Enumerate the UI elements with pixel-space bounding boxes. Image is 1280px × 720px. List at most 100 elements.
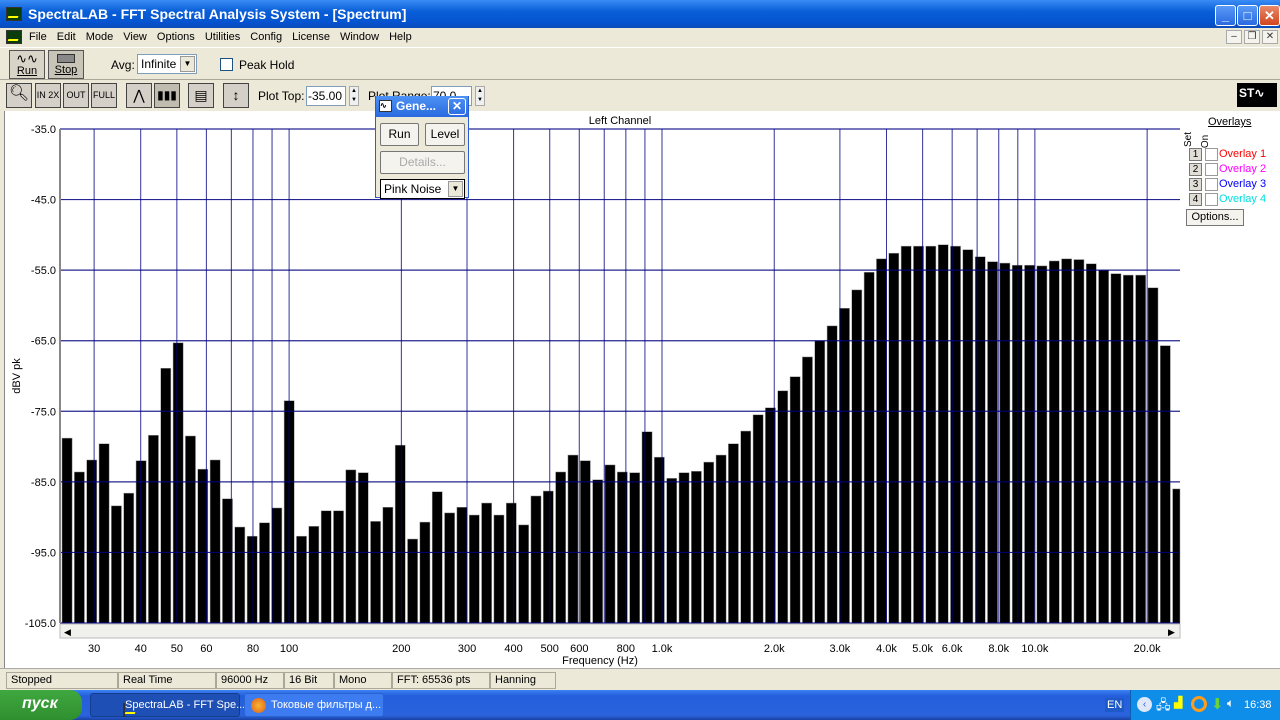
overlay-options-button[interactable]: Options...	[1186, 209, 1244, 226]
status-mode: Real Time	[118, 672, 216, 689]
x-tick-label: 800	[617, 643, 635, 655]
mdi-minimize-button[interactable]: –	[1226, 30, 1242, 44]
taskbar: пуск SpectraLAB - FFT Spe... Токовые фил…	[0, 690, 1280, 720]
overlay-set-button[interactable]: 4	[1189, 193, 1202, 206]
set-column-label: Set	[1183, 131, 1195, 148]
spectrum-bar	[740, 430, 752, 624]
spectrum-bar	[209, 459, 221, 624]
volume-icon[interactable]: 🔈︎	[1227, 696, 1235, 710]
generator-run-button[interactable]: Run	[380, 123, 419, 146]
display-settings-icon[interactable]: ▤	[188, 83, 214, 108]
spectrum-bar	[234, 526, 246, 624]
x-axis-label: Frequency (Hz)	[562, 655, 638, 667]
spectrum-bar	[1098, 269, 1109, 624]
spectrum-bar	[999, 262, 1011, 624]
generator-close-button[interactable]: ✕	[448, 98, 466, 115]
bar-plot-icon[interactable]: ▮▮▮	[154, 83, 180, 108]
zoom-in-2x-icon[interactable]: IN 2X	[35, 83, 61, 108]
spectrum-bar	[456, 507, 468, 624]
autoscale-icon[interactable]: ↕	[223, 83, 249, 108]
menu-utilities[interactable]: Utilities	[204, 31, 241, 43]
document-icon[interactable]	[6, 30, 22, 44]
spectrum-bar	[419, 521, 431, 624]
wireless-warning-icon[interactable]: ▟	[1174, 697, 1183, 709]
y-tick-label: -75.0	[31, 406, 56, 418]
menu-license[interactable]: License	[292, 31, 330, 43]
language-indicator[interactable]: EN	[1105, 698, 1125, 712]
spectrum-bar	[394, 444, 406, 624]
spectrum-bar	[518, 524, 529, 624]
spectrum-bar	[900, 245, 912, 624]
spectrum-bar	[357, 472, 369, 624]
clock: 16:38	[1244, 699, 1272, 711]
peak-hold-checkbox[interactable]	[220, 58, 233, 71]
spectrum-bar	[962, 249, 974, 624]
tray-expand-icon[interactable]: ‹	[1137, 697, 1152, 712]
menu-edit[interactable]: Edit	[56, 31, 76, 43]
spectrum-bar	[703, 461, 715, 624]
taskbar-item-spectralab[interactable]: SpectraLAB - FFT Spe...	[90, 693, 245, 717]
menu-mode[interactable]: Mode	[85, 31, 114, 43]
run-button[interactable]: ∿∿ Run	[9, 50, 45, 79]
avg-select[interactable]: Infinite ▼	[137, 54, 197, 74]
stop-button[interactable]: Stop	[48, 50, 84, 79]
zoom-out-full-icon[interactable]: FULL	[91, 83, 117, 108]
status-sample-rate: 96000 Hz	[216, 672, 284, 689]
horizontal-scrollbar[interactable]	[59, 623, 1181, 639]
spectrum-bar	[888, 252, 900, 624]
plot-range-spinner[interactable]: ▲ ▼	[475, 86, 485, 106]
signal-generator-icon[interactable]: ST∿	[1237, 83, 1277, 107]
x-tick-label: 4.0k	[876, 643, 897, 655]
spectrum-bar	[592, 479, 603, 624]
avg-label: Avg:	[111, 58, 135, 72]
zoom-out-2x-icon[interactable]: OUT 2X	[63, 83, 89, 122]
on-column-label: On	[1200, 134, 1212, 149]
orange-ring-icon[interactable]	[1191, 696, 1207, 712]
menu-file[interactable]: File	[29, 31, 47, 43]
spectrum-bar	[505, 502, 517, 624]
download-arrow-icon[interactable]: ⬇	[1211, 696, 1224, 713]
overlay-on-checkbox[interactable]	[1205, 178, 1218, 191]
spectrum-bar	[863, 272, 875, 624]
close-button[interactable]: ✕	[1259, 5, 1280, 26]
overlay-set-button[interactable]: 3	[1189, 178, 1202, 191]
menu-view[interactable]: View	[123, 31, 147, 43]
plot-top-spinner[interactable]: ▲ ▼	[349, 86, 359, 106]
spectrum-bar	[802, 356, 813, 624]
spectrum-bar	[555, 471, 566, 624]
spectrum-bar	[333, 510, 344, 624]
overlay-set-button[interactable]: 2	[1189, 163, 1202, 176]
y-tick-label: -65.0	[31, 336, 56, 348]
taskbar-item-firefox[interactable]: Токовые фильтры д...	[244, 693, 384, 717]
maximize-button[interactable]: □	[1237, 5, 1258, 26]
overlay-on-checkbox[interactable]	[1205, 163, 1218, 176]
status-bit-depth: 16 Bit	[284, 672, 334, 689]
minimize-button[interactable]: _	[1215, 5, 1236, 26]
menu-help[interactable]: Help	[389, 31, 412, 43]
line-plot-icon[interactable]: ⋀	[126, 83, 152, 108]
mdi-restore-button[interactable]: ❐	[1244, 30, 1260, 44]
generator-wave-icon: ∿	[379, 100, 392, 112]
spectrum-bar	[728, 443, 739, 624]
spectrum-bar	[777, 390, 789, 624]
generator-title-bar[interactable]: ∿ Gene... ✕	[376, 96, 468, 117]
sine-wave-icon: ∿∿	[16, 51, 38, 66]
overlay-on-checkbox[interactable]	[1205, 148, 1218, 161]
spectrum-bar	[111, 505, 122, 624]
zoom-icon[interactable]: 🔍︎	[6, 83, 32, 108]
menu-options[interactable]: Options	[156, 31, 195, 43]
menu-window[interactable]: Window	[339, 31, 380, 43]
generator-window: ∿ Gene... ✕ Run Level Details... Pink No…	[375, 96, 469, 199]
overlay-set-button[interactable]: 1	[1189, 148, 1202, 161]
spectrum-bar	[666, 478, 678, 624]
start-button[interactable]: пуск	[0, 690, 82, 720]
generator-level-button[interactable]: Level	[425, 123, 465, 146]
generator-signal-select[interactable]: Pink Noise ▼	[380, 179, 465, 199]
plot-top-input[interactable]: -35.00	[306, 86, 346, 106]
overlay-on-checkbox[interactable]	[1205, 193, 1218, 206]
mdi-close-button[interactable]: ✕	[1262, 30, 1278, 44]
spectrum-bar	[851, 289, 863, 624]
network-icon[interactable]: 🖧︎	[1156, 697, 1171, 712]
menu-config[interactable]: Config	[250, 31, 283, 43]
stop-icon	[57, 54, 75, 63]
